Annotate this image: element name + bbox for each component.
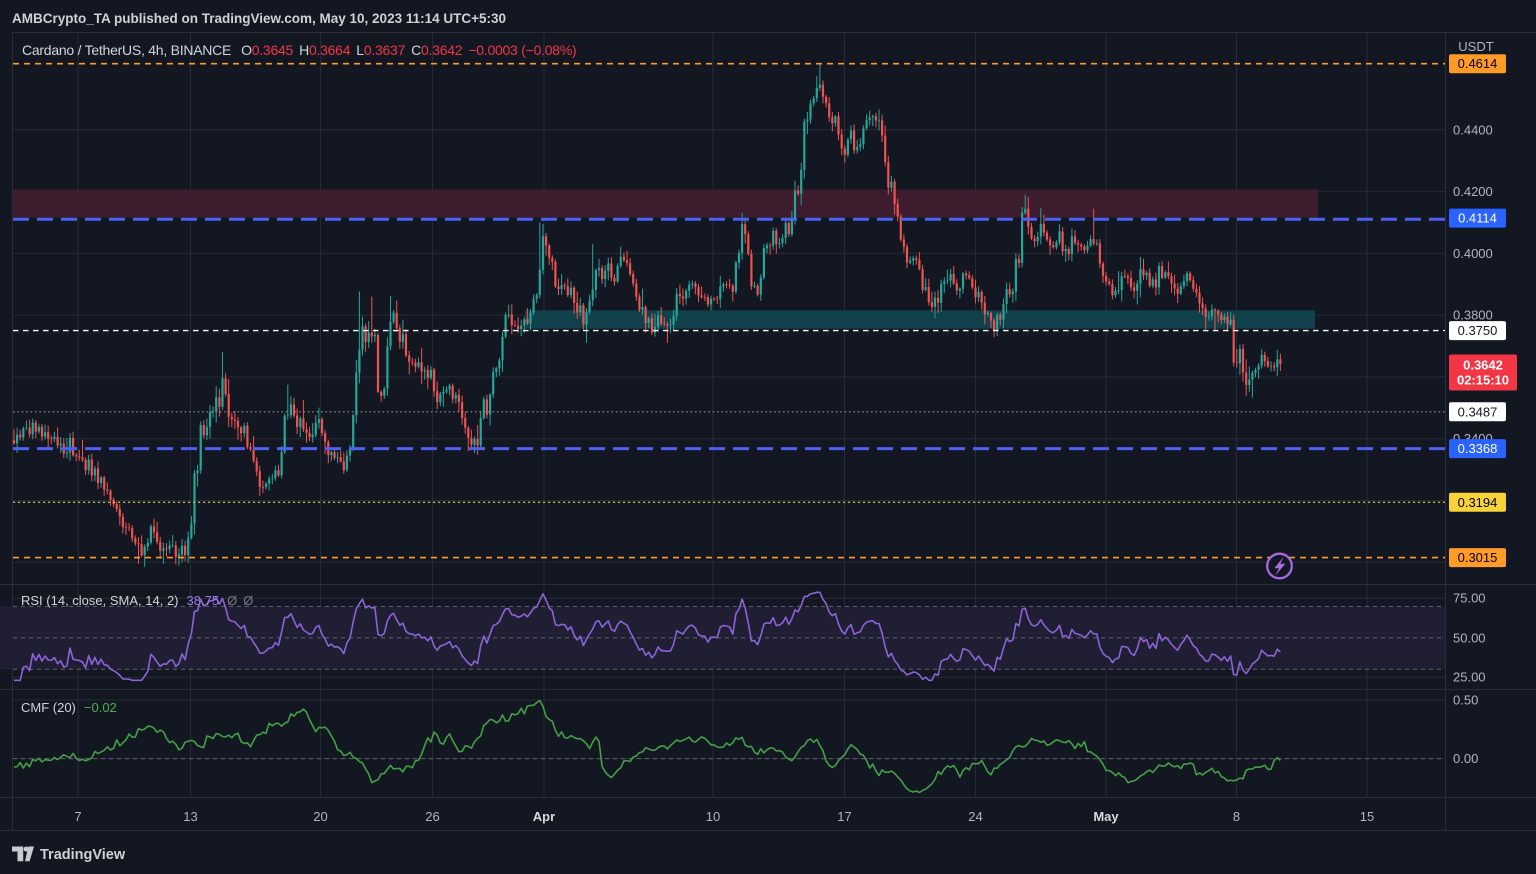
svg-text:May: May — [1093, 809, 1119, 824]
svg-text:02:15:10: 02:15:10 — [1457, 373, 1509, 388]
svg-text:0.3194: 0.3194 — [1458, 495, 1498, 510]
svg-text:USDT: USDT — [1458, 39, 1493, 54]
svg-text:8: 8 — [1233, 809, 1240, 824]
svg-text:0.3800: 0.3800 — [1453, 308, 1493, 323]
svg-text:0.3750: 0.3750 — [1458, 323, 1498, 338]
svg-text:75.00: 75.00 — [1453, 591, 1486, 606]
svg-text:17: 17 — [837, 809, 851, 824]
svg-text:0.3642: 0.3642 — [1463, 358, 1503, 373]
svg-text:7: 7 — [74, 809, 81, 824]
svg-text:26: 26 — [425, 809, 439, 824]
svg-text:0.3015: 0.3015 — [1458, 550, 1498, 565]
svg-text:0.3487: 0.3487 — [1458, 404, 1498, 419]
svg-text:CMF (20)−0.02: CMF (20) −0.02 — [21, 700, 117, 715]
svg-text:24: 24 — [968, 809, 982, 824]
svg-text:0.4000: 0.4000 — [1453, 246, 1493, 261]
svg-text:20: 20 — [313, 809, 327, 824]
svg-text:0.4400: 0.4400 — [1453, 122, 1493, 137]
svg-text:50.00: 50.00 — [1453, 630, 1486, 645]
svg-text:25.00: 25.00 — [1453, 670, 1486, 685]
svg-text:13: 13 — [183, 809, 197, 824]
svg-text:Cardano / TetherUS, 4h, BINANC: Cardano / TetherUS, 4h, BINANCE O0.3645 H0… — [22, 42, 576, 58]
svg-text:0.3368: 0.3368 — [1458, 441, 1498, 456]
svg-text:Apr: Apr — [533, 809, 555, 824]
svg-text:TradingView: TradingView — [40, 847, 126, 863]
svg-text:RSI (14, close, SMA, 14, 2)38.: RSI (14, close, SMA, 14, 2) 38.75 Ø Ø — [21, 593, 253, 608]
svg-text:0.00: 0.00 — [1453, 751, 1478, 766]
svg-text:AMBCrypto_TA published on Trad: AMBCrypto_TA published on TradingView.co… — [12, 11, 506, 26]
svg-text:15: 15 — [1360, 809, 1374, 824]
svg-text:0.4114: 0.4114 — [1458, 211, 1497, 226]
svg-text:10: 10 — [706, 809, 720, 824]
svg-text:0.4200: 0.4200 — [1453, 184, 1493, 199]
svg-text:0.50: 0.50 — [1453, 693, 1478, 708]
svg-text:0.4614: 0.4614 — [1458, 56, 1498, 71]
